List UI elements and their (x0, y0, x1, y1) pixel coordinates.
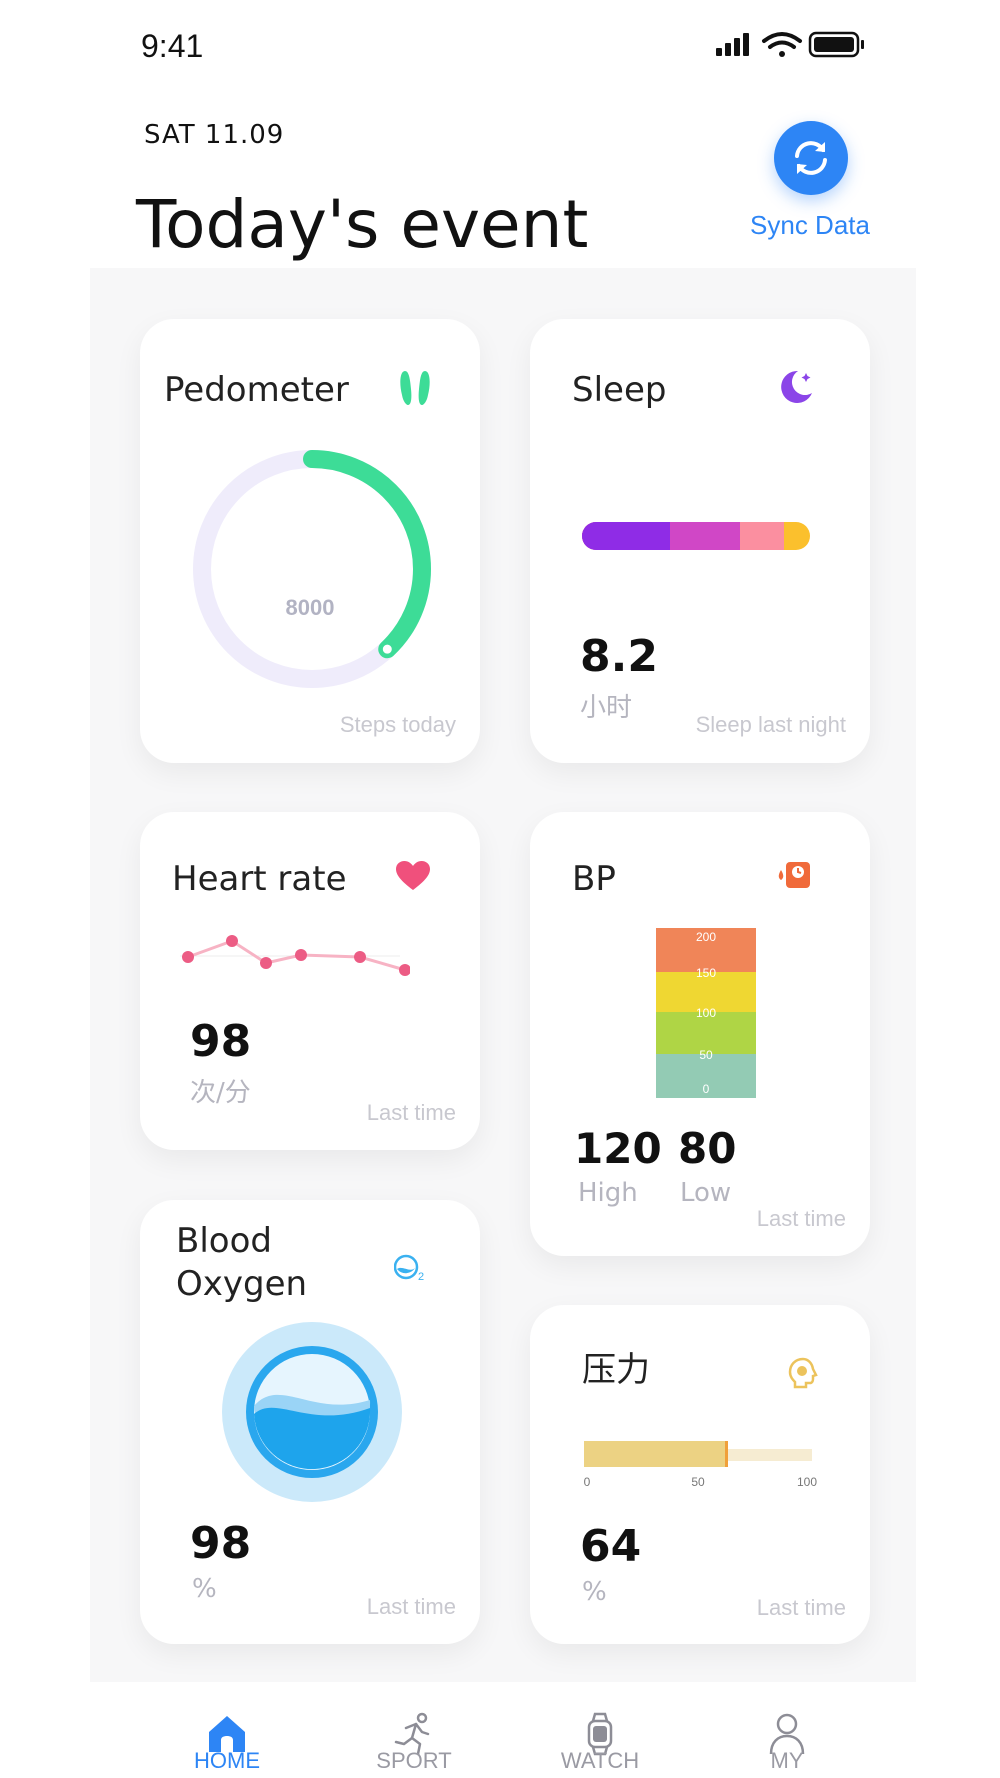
stress-value: 64 (580, 1521, 642, 1572)
stress-bar-fill (584, 1441, 729, 1467)
sleep-card[interactable]: Sleep 8.2 小时 Sleep last night (530, 319, 870, 763)
heart-rate-point (399, 964, 410, 976)
stress-bar (584, 1441, 812, 1467)
status-icons (710, 30, 870, 67)
bp-low-value: 80 (678, 1124, 737, 1173)
pedometer-title: Pedometer (164, 370, 349, 410)
steps-ring-progress (193, 450, 431, 688)
heart-rate-title: Heart rate (172, 859, 347, 899)
footprints-icon (400, 371, 430, 405)
heart-rate-footer: Last time (366, 1100, 456, 1125)
heart-rate-point (354, 951, 366, 963)
head-icon (788, 1357, 818, 1389)
heart-rate-point (260, 957, 272, 969)
heart-rate-card[interactable]: Heart rate 98 次/分 Last time (140, 812, 480, 1150)
bp-footer: Last time (756, 1206, 846, 1231)
status-time: 9:41 (141, 28, 204, 64)
stress-title: 压力 (582, 1350, 650, 1390)
bp-low-label: Low (680, 1178, 732, 1208)
bp-scale-label: 200 (695, 930, 717, 944)
stress-scale-label: 0 (583, 1475, 591, 1489)
stress-scale-label: 50 (691, 1475, 705, 1489)
svg-text:2: 2 (418, 1271, 424, 1283)
blood-oxygen-value: 98 (190, 1518, 252, 1569)
heart-rate-sparkline (180, 935, 410, 976)
blood-oxygen-gauge (222, 1322, 402, 1502)
stress-footer: Last time (756, 1595, 846, 1620)
moon-icon (781, 370, 812, 403)
bp-title: BP (572, 859, 616, 899)
bp-scale-label: 100 (695, 1006, 717, 1020)
sync-icon (795, 141, 827, 175)
pedometer-card[interactable]: Pedometer 8000 Steps today (140, 319, 480, 763)
stress-card[interactable]: 压力 0 50 100 64 % Last time (530, 1305, 870, 1644)
bp-scale: 200 150 100 50 0 (656, 928, 756, 1098)
heart-rate-point (182, 951, 194, 963)
bp-scale-label: 50 (699, 1048, 713, 1062)
heart-rate-point (295, 949, 307, 961)
steps-ring-chart (193, 450, 431, 688)
blood-pressure-icon (778, 862, 810, 888)
heart-rate-unit: 次/分 (190, 1078, 251, 1108)
bp-high-label: High (578, 1178, 638, 1208)
pedometer-footer: Steps today (339, 712, 456, 737)
tab-watch-label[interactable]: WATCH (560, 1748, 640, 1773)
tab-my-label[interactable]: MY (770, 1748, 804, 1773)
sync-data-button[interactable] (774, 121, 848, 195)
heart-icon (396, 861, 430, 890)
stress-unit: % (582, 1577, 607, 1607)
bp-scale-label: 150 (695, 966, 717, 980)
bp-scale-label: 0 (702, 1082, 710, 1096)
heart-rate-point (226, 935, 238, 947)
oxygen-icon: 2 (394, 1254, 424, 1283)
steps-ring-handle (379, 641, 395, 657)
sleep-value: 8.2 (580, 631, 658, 682)
tab-watch[interactable] (540, 1712, 660, 1761)
sleep-unit: 小时 (580, 693, 633, 723)
blood-oxygen-title-line1: Blood (176, 1221, 272, 1261)
sleep-footer: Sleep last night (695, 712, 846, 737)
steps-value: 8000 (285, 595, 335, 620)
tab-sport[interactable] (354, 1712, 474, 1761)
wifi-icon (762, 32, 802, 57)
person-icon (769, 1713, 805, 1755)
watch-icon (587, 1712, 613, 1756)
sync-data-label[interactable]: Sync Data (750, 210, 870, 240)
blood-oxygen-footer: Last time (366, 1594, 456, 1619)
heart-rate-value: 98 (190, 1016, 252, 1067)
tab-sport-label[interactable]: SPORT (376, 1748, 452, 1773)
stress-scale-label: 100 (796, 1475, 818, 1489)
blood-oxygen-title-line2: Oxygen (176, 1264, 308, 1304)
page-title: Today's event (136, 186, 589, 263)
running-icon (394, 1712, 430, 1756)
signal-icon (716, 33, 749, 56)
battery-icon (808, 31, 864, 58)
bp-high-value: 120 (574, 1124, 662, 1173)
sleep-stage-bar (582, 522, 810, 550)
tab-home[interactable] (167, 1712, 287, 1761)
blood-oxygen-card[interactable]: Blood Oxygen 2 98 % Last time (140, 1200, 480, 1644)
tab-my[interactable] (727, 1712, 847, 1761)
blood-oxygen-unit: % (192, 1574, 217, 1604)
sleep-title: Sleep (572, 370, 667, 410)
tab-home-label[interactable]: HOME (194, 1748, 260, 1773)
home-icon (209, 1716, 245, 1752)
bp-card[interactable]: BP 200 150 100 50 0 120 High 80 Low Last… (530, 812, 870, 1256)
date-label: SAT 11.09 (144, 120, 285, 150)
